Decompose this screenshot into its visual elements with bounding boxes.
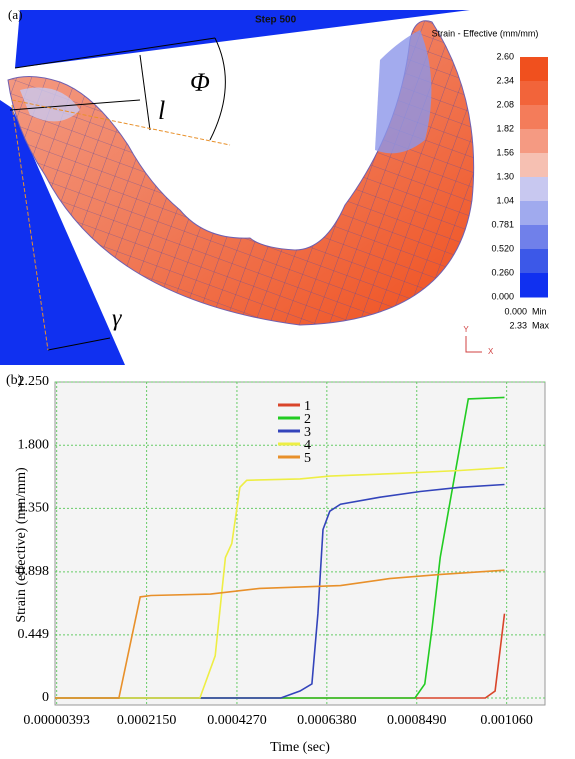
y-tick-label: 2.250 (18, 374, 50, 389)
step-label: Step 500 (255, 15, 297, 26)
x-tick-label: 0.0002150 (117, 713, 177, 728)
low-strain-zone (20, 87, 80, 122)
legend-label: 5 (304, 451, 311, 466)
left-tool (0, 100, 125, 365)
low-strain-zone (375, 30, 432, 154)
legend-label: 1 (304, 399, 311, 414)
legend-label: 3 (304, 425, 311, 440)
annotations (9, 37, 226, 351)
colorbar-label: 0.520 (491, 243, 514, 253)
panel-a: (a) Step 500 Strain - Effective (mm/mm) … (0, 0, 575, 365)
colorbar-band (520, 129, 548, 154)
colorbar-band (520, 105, 548, 130)
colorbar-band (520, 249, 548, 274)
colorbar-label: 0.000 (491, 291, 514, 301)
symbol: γ (112, 306, 122, 332)
y-axis-label: Strain (effective) (mm/mm) (14, 467, 29, 623)
dim-line (9, 99, 141, 111)
colorbar-label: 0.260 (491, 267, 514, 277)
colorbar-band (520, 225, 548, 250)
series-line (55, 466, 505, 699)
colorbar-label: 1.56 (496, 147, 514, 157)
dim-line (139, 54, 151, 131)
max-label: Max (532, 320, 550, 330)
y-tick-label: 0.898 (18, 564, 50, 579)
max-value: 2.33 (509, 320, 527, 330)
legend-label: 2 (304, 412, 311, 427)
colorbar-label: 0.781 (491, 219, 514, 229)
angle-arc (209, 37, 226, 141)
axis-x-label: X (488, 347, 494, 356)
colorbar-band (520, 153, 548, 178)
colorbar-band (520, 81, 548, 106)
top-tool (15, 10, 470, 68)
colorbar-label: 1.82 (496, 123, 514, 133)
panel-b: (b) Time (sec) Strain (effective) (mm/mm… (6, 373, 546, 755)
x-axis-label: Time (sec) (270, 740, 330, 755)
series-line (55, 396, 505, 699)
colorbar-label: 1.30 (496, 171, 514, 181)
x-tick-label: 0.0008490 (387, 713, 447, 728)
axis-triad (465, 336, 482, 353)
symbol: l (158, 96, 165, 125)
plot-area (54, 381, 546, 706)
colorbar-label: 1.04 (496, 195, 514, 205)
legend-title: Strain - Effective (mm/mm) (432, 28, 539, 38)
colorbar-label: 2.60 (496, 51, 514, 61)
dim-line (47, 337, 111, 351)
guide-line (11, 99, 231, 146)
colorbar-band (520, 273, 548, 298)
y-tick-label: 1.800 (18, 437, 50, 452)
panel-label: (a) (8, 7, 22, 22)
x-tick-label: 0.0006380 (297, 713, 357, 728)
dim-line (14, 37, 216, 69)
mesh (8, 20, 474, 326)
x-tick-label: 0.00000393 (23, 713, 90, 728)
symbol: Φ (190, 68, 210, 97)
axis-y-label: Y (463, 325, 469, 334)
y-tick-label: 0.449 (18, 627, 50, 642)
colorbar-label: 2.08 (496, 99, 514, 109)
series-line (55, 483, 505, 699)
series-line (55, 569, 505, 699)
colorbar-label: 2.34 (496, 75, 514, 85)
colorbar-band (520, 57, 548, 82)
y-tick-label: 1.350 (18, 501, 50, 516)
colorbar-band (520, 201, 548, 226)
legend-label: 4 (304, 438, 311, 453)
y-tick-label: 0 (42, 690, 49, 705)
min-value: 0.000 (504, 306, 527, 316)
x-tick-label: 0.0004270 (207, 713, 267, 728)
colorbar-band (520, 177, 548, 202)
min-label: Min (532, 306, 547, 316)
panel-label: (b) (6, 373, 23, 388)
guide-line (11, 104, 49, 351)
x-tick-label: 0.001060 (480, 713, 533, 728)
